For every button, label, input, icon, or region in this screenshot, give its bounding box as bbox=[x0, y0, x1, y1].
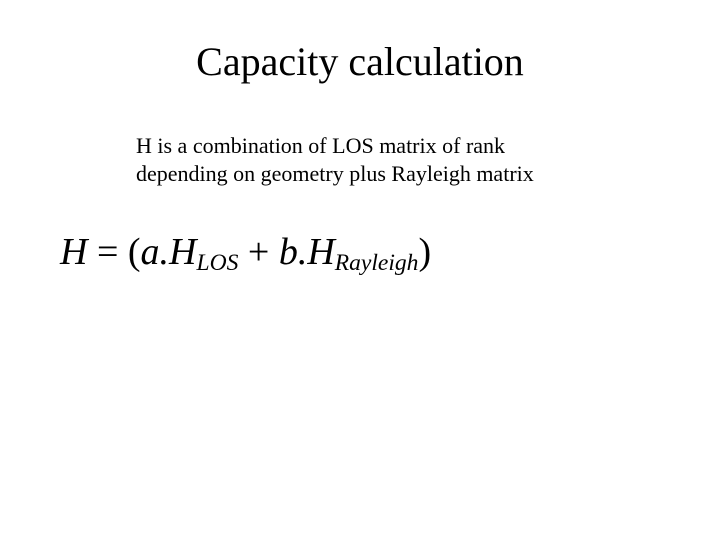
equation-sub-rayleigh: Rayleigh bbox=[335, 250, 419, 276]
equation-var-h: H bbox=[60, 231, 87, 273]
equation-plus: + bbox=[238, 231, 278, 273]
equation-close: ) bbox=[418, 231, 431, 273]
slide-title: Capacity calculation bbox=[0, 38, 720, 85]
equation-term-b: b.H bbox=[279, 231, 335, 273]
equation: H = (a.HLOS + b.HRayleigh) bbox=[60, 230, 431, 277]
slide-body-text: H is a combination of LOS matrix of rank… bbox=[136, 132, 566, 187]
equation-sub-los: LOS bbox=[197, 250, 239, 276]
slide: { "title": { "text": "Capacity calculati… bbox=[0, 0, 720, 540]
equation-term-a: a.H bbox=[141, 231, 197, 273]
equation-equals-open: = ( bbox=[87, 231, 140, 273]
